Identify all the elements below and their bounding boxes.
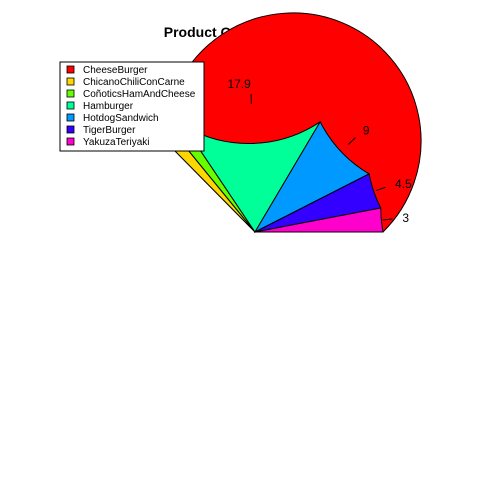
- legend-label: YakuzaTeriyaki: [83, 137, 150, 148]
- legend-swatch: [66, 89, 75, 98]
- legend-swatch: [66, 65, 75, 74]
- pie-slice-yakuzateriyaki: [254, 207, 384, 233]
- label-tick: [347, 137, 356, 145]
- legend-label: CoñoticsHamAndCheese: [83, 89, 196, 100]
- slice-label: 17.9: [227, 77, 251, 91]
- legend-label: TigerBurger: [83, 125, 136, 136]
- legend-label: CheeseBurger: [83, 65, 148, 76]
- legend-box: [59, 61, 205, 152]
- label-tick: [382, 218, 393, 221]
- legend: CheeseBurgerChicanoChiliConCarneCoñotics…: [59, 61, 205, 152]
- legend-label: HotdogSandwich: [83, 113, 159, 124]
- slice-label: 3: [402, 211, 409, 225]
- legend-items: CheeseBurgerChicanoChiliConCarneCoñotics…: [66, 65, 196, 148]
- legend-swatch: [66, 125, 75, 134]
- slice-label: 4.5: [395, 177, 412, 191]
- legend-swatch: [66, 77, 75, 86]
- legend-label: Hamburger: [83, 101, 134, 112]
- legend-swatch: [66, 137, 75, 146]
- legend-swatch: [66, 101, 75, 110]
- label-tick: [375, 186, 386, 192]
- legend-swatch: [66, 113, 75, 122]
- pie-slices: [164, 12, 422, 234]
- legend-label: ChicanoChiliConCarne: [83, 77, 185, 88]
- slice-label: 9: [363, 124, 370, 138]
